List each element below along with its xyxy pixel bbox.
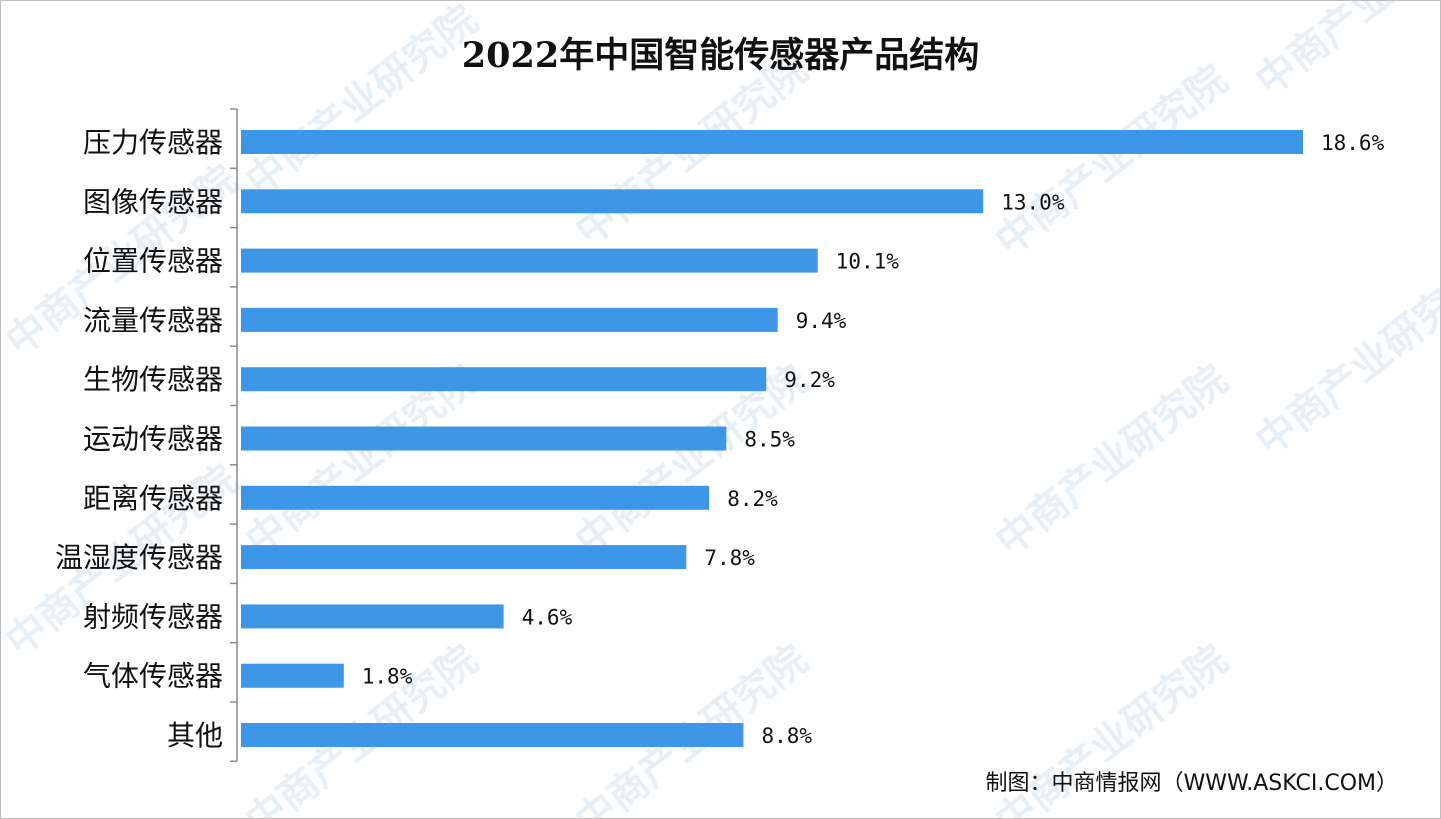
value-label: 13.0% bbox=[1001, 190, 1065, 214]
bar-5 bbox=[241, 367, 767, 392]
bar-7 bbox=[241, 485, 710, 510]
bar-2 bbox=[241, 189, 984, 214]
category-label: 位置传感器 bbox=[83, 245, 223, 278]
category-label: 距离传感器 bbox=[83, 482, 223, 515]
bar-1 bbox=[241, 130, 1303, 154]
value-label: 1.8% bbox=[362, 665, 413, 689]
category-label: 其他 bbox=[167, 719, 223, 752]
chart-title: 2022年中国智能传感器产品结构 bbox=[461, 35, 980, 76]
bar-6 bbox=[241, 426, 727, 451]
category-label: 射频传感器 bbox=[83, 600, 223, 633]
category-label: 气体传感器 bbox=[83, 660, 223, 693]
source-credit: 制图：中商情报网（WWW.ASKCI.COM） bbox=[985, 771, 1398, 796]
value-label: 18.6% bbox=[1321, 131, 1385, 155]
value-label: 7.8% bbox=[704, 546, 755, 570]
category-label: 图像传感器 bbox=[83, 185, 223, 218]
category-label: 温湿度传感器 bbox=[55, 541, 223, 574]
value-label: 8.5% bbox=[744, 428, 795, 452]
category-label: 运动传感器 bbox=[83, 423, 223, 456]
category-label: 压力传感器 bbox=[83, 126, 223, 159]
bar-10 bbox=[241, 663, 344, 688]
category-label: 流量传感器 bbox=[83, 304, 223, 337]
bar-11 bbox=[241, 723, 744, 747]
bar-8 bbox=[241, 545, 687, 570]
category-label: 生物传感器 bbox=[83, 363, 223, 396]
value-label: 10.1% bbox=[836, 250, 900, 274]
bar-3 bbox=[241, 248, 818, 273]
bar-9 bbox=[241, 604, 504, 629]
value-label: 9.2% bbox=[784, 368, 835, 392]
value-label: 8.2% bbox=[727, 487, 778, 511]
value-label: 4.6% bbox=[522, 605, 573, 629]
value-label: 9.4% bbox=[796, 309, 847, 333]
bar-4 bbox=[241, 307, 778, 332]
value-label: 8.8% bbox=[761, 724, 812, 748]
